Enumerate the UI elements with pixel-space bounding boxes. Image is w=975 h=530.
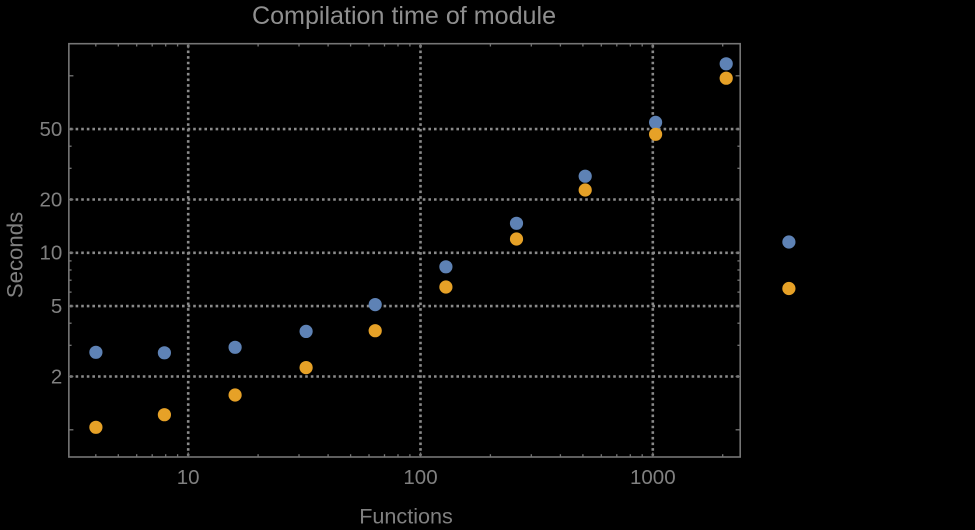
svg-text:Functions: Functions [359,503,453,525]
svg-text:10: 10 [39,242,62,265]
svg-text:2: 2 [51,365,62,388]
svg-text:Seconds: Seconds [3,212,28,298]
svg-text:1000: 1000 [630,466,676,489]
svg-text:50: 50 [39,118,62,141]
svg-text:10: 10 [177,466,200,489]
svg-text:Compilation time of module: Compilation time of module [252,2,556,30]
svg-text:5: 5 [51,295,62,318]
svg-text:20: 20 [39,188,62,211]
svg-text:100: 100 [403,466,437,489]
